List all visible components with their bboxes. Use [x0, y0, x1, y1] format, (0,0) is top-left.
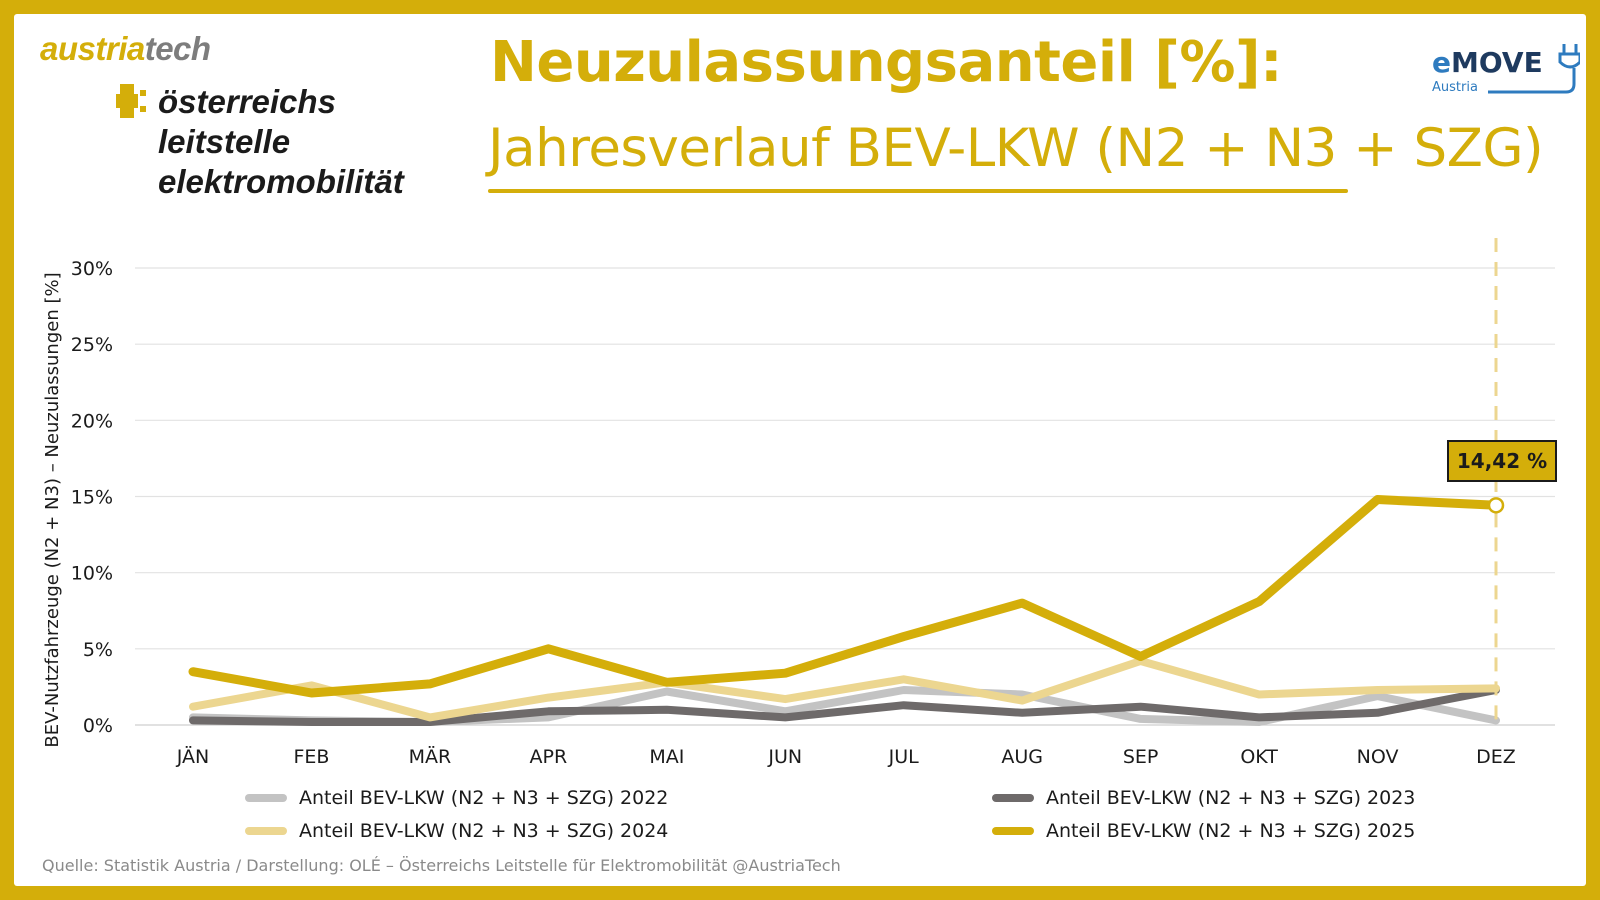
emove-move: MOVE — [1451, 46, 1543, 79]
ole-line-3: elektromobilität — [158, 163, 404, 200]
legend-item-2022: Anteil BEV-LKW (N2 + N3 + SZG) 2022 — [245, 786, 668, 810]
x-tick-label: FEB — [293, 746, 329, 768]
x-tick-label: MAI — [649, 746, 684, 768]
legend-label-2025: Anteil BEV-LKW (N2 + N3 + SZG) 2025 — [1046, 820, 1416, 842]
page-subtitle: Jahresverlauf BEV-LKW (N2 + N3 + SZG) — [488, 118, 1544, 179]
legend-item-2025: Anteil BEV-LKW (N2 + N3 + SZG) 2025 — [992, 819, 1415, 843]
legend-swatch-2024 — [245, 827, 287, 835]
series-line-s2024 — [189, 657, 1500, 722]
y-tick-label: 30% — [71, 258, 113, 280]
x-tick-label: SEP — [1123, 746, 1159, 768]
ole-text: österreichs leitstelle elektromobilität — [158, 82, 404, 202]
series-line-s2023 — [189, 686, 1500, 726]
austriatech-logo: austriatech — [40, 30, 211, 68]
x-tick-label: OKT — [1240, 746, 1278, 768]
emove-logo: eMOVE Austria — [1430, 40, 1580, 100]
y-axis-label: BEV-Nutzfahrzeuge (N2 + N3) – Neuzulassu… — [42, 272, 63, 747]
brand-austria-text: austria — [40, 30, 145, 67]
legend-swatch-2023 — [992, 794, 1034, 802]
emove-wordmark: eMOVE — [1432, 46, 1543, 79]
ole-line-1: österreichs — [158, 83, 336, 120]
series-line-s2025 — [188, 495, 1501, 698]
x-tick-label: JÄN — [176, 745, 209, 768]
source-note: Quelle: Statistik Austria / Darstellung:… — [42, 856, 841, 875]
x-tick-label: MÄR — [409, 745, 452, 768]
y-tick-label: 20% — [71, 410, 113, 432]
y-tick-label: 25% — [71, 334, 113, 356]
y-tick-label: 5% — [83, 639, 113, 661]
x-tick-label: AUG — [1001, 746, 1043, 768]
annotation-point — [1487, 497, 1505, 514]
legend-swatch-2022 — [245, 794, 287, 802]
plus-icon — [116, 84, 146, 118]
legend-swatch-2025 — [992, 827, 1034, 835]
legend-item-2023: Anteil BEV-LKW (N2 + N3 + SZG) 2023 — [992, 786, 1415, 810]
y-tick-label: 15% — [71, 487, 113, 509]
ole-line-2: leitstelle — [158, 123, 291, 160]
legend-label-2023: Anteil BEV-LKW (N2 + N3 + SZG) 2023 — [1046, 787, 1416, 809]
brand-tech-text: tech — [144, 30, 211, 67]
emove-sub: Austria — [1432, 80, 1478, 95]
title-underline — [488, 189, 1348, 193]
x-tick-label: JUL — [888, 746, 920, 768]
annotation-callout: 14,42 % — [1447, 440, 1557, 482]
y-tick-label: 0% — [83, 715, 113, 737]
plug-icon — [1488, 44, 1580, 94]
legend-label-2022: Anteil BEV-LKW (N2 + N3 + SZG) 2022 — [299, 787, 669, 809]
x-tick-label: DEZ — [1476, 746, 1516, 768]
x-tick-label: JUN — [767, 746, 802, 768]
y-tick-label: 10% — [71, 563, 113, 585]
x-tick-label: NOV — [1357, 746, 1399, 768]
page-title: Neuzulassungsanteil [%]: — [490, 30, 1282, 95]
emove-e: e — [1432, 46, 1451, 79]
legend-item-2024: Anteil BEV-LKW (N2 + N3 + SZG) 2024 — [245, 819, 668, 843]
x-tick-label: APR — [530, 746, 568, 768]
legend-label-2024: Anteil BEV-LKW (N2 + N3 + SZG) 2024 — [299, 820, 669, 842]
chart-frame — [14, 14, 1586, 886]
